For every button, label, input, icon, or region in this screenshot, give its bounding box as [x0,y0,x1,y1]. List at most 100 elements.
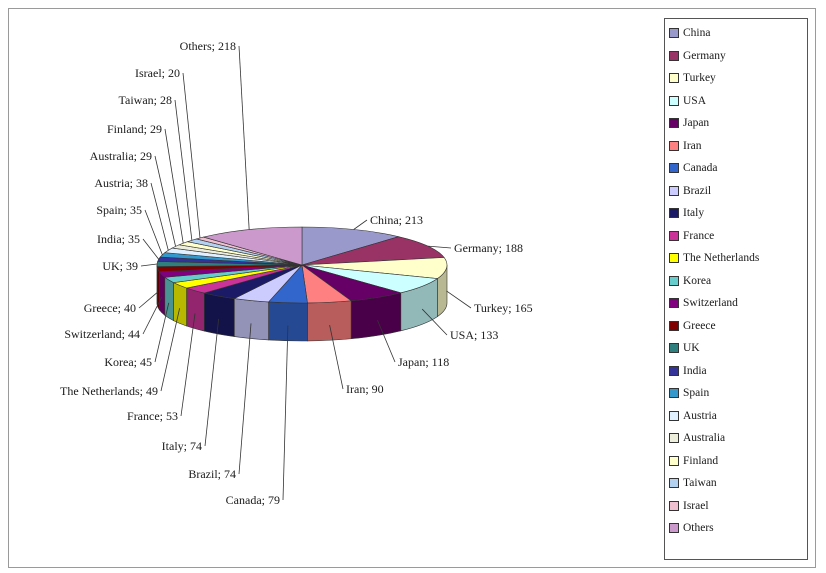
legend-swatch [669,433,679,444]
slice-label: Canada; 79 [226,493,280,507]
legend-label: The Netherlands [683,252,760,265]
slice-label: Switzerland; 44 [64,327,140,341]
legend-swatch [669,343,679,354]
legend-label: Switzerland [683,297,738,310]
slice-label: USA; 133 [450,328,498,342]
slice-label: Iran; 90 [346,382,384,396]
slice-label: Germany; 188 [454,241,523,255]
leader-line [144,209,163,255]
pie-slice-others [202,226,303,266]
legend-swatch [669,410,679,421]
legend-swatch [669,73,679,84]
leader-line [282,325,289,501]
slice-label: Others; 218 [180,39,236,53]
legend-swatch [669,50,679,61]
leader-line [204,318,220,447]
slice-label: Korea; 45 [104,355,152,369]
chart-legend: China Germany Turkey USA Japan Iran Canada Braz… [664,18,808,560]
leader-line [353,219,368,230]
legend-item: Japan [669,112,807,135]
pie-side-walls [156,264,448,342]
legend-label: Brazil [683,184,712,197]
legend-label: India [683,364,707,377]
legend-label: Spain [683,387,710,400]
legend-item: Turkey [669,67,807,90]
legend-label: Finland [683,454,719,467]
legend-item: Switzerland [669,292,807,315]
legend-label: Israel [683,499,709,512]
slice-label: Austria; 38 [94,176,148,190]
legend-item: Germany [669,45,807,68]
leader-line [160,308,181,392]
legend-label: Italy [683,207,705,220]
leader-line [238,45,250,230]
slice-label: UK; 39 [102,259,138,273]
legend-label: UK [683,342,700,355]
legend-swatch [669,478,679,489]
leader-line [164,128,184,244]
pie-side-brazil [233,298,269,341]
legend-swatch [669,500,679,511]
pie-side-france [186,287,205,332]
legend-item: Taiwan [669,472,807,495]
slice-label: China; 213 [370,213,423,227]
legend-swatch [669,455,679,466]
legend-item: Israel [669,495,807,518]
pie-slice-turkey [301,257,448,279]
legend-item: UK [669,337,807,360]
pie-side-italy [204,292,235,337]
leader-line [138,291,159,309]
legend-swatch [669,365,679,376]
legend-label: Others [683,522,714,535]
legend-item: India [669,360,807,383]
legend-item: Others [669,517,807,540]
leader-line [421,308,448,336]
legend-item: Canada [669,157,807,180]
legend-label: Germany [683,49,726,62]
legend-label: Taiwan [683,477,717,490]
legend-item: Finland [669,450,807,473]
slice-label: Israel; 20 [135,66,180,80]
pie-side-iran [307,300,352,342]
legend-item: Greece [669,315,807,338]
leader-line [238,323,252,475]
legend-item: Italy [669,202,807,225]
legend-label: France [683,229,715,242]
legend-label: Iran [683,139,702,152]
leader-line [180,313,196,417]
pie-side-switzerland [158,270,166,316]
legend-item: Spain [669,382,807,405]
leader-line [142,297,162,335]
legend-swatch [669,185,679,196]
legend-item: Austria [669,405,807,428]
legend-swatch [669,208,679,219]
legend-label: China [683,27,711,40]
leader-line [174,99,193,241]
legend-label: Canada [683,162,718,175]
legend-label: Japan [683,117,710,130]
slice-label: Italy; 74 [162,439,202,453]
leader-line [377,320,396,363]
legend-item: USA [669,90,807,113]
slice-label: The Netherlands; 49 [60,384,158,398]
legend-swatch [669,140,679,151]
legend-swatch [669,275,679,286]
legend-item: Australia [669,427,807,450]
leader-line [142,238,159,260]
legend-label: Australia [683,432,726,445]
legend-swatch [669,523,679,534]
legend-swatch [669,298,679,309]
legend-label: Turkey [683,72,716,85]
leader-line [154,155,176,247]
leader-line [154,302,170,363]
slice-label: France; 53 [127,409,178,423]
legend-label: Austria [683,409,717,422]
leader-line [182,72,201,239]
legend-label: Korea [683,274,712,287]
legend-swatch [669,253,679,264]
legend-swatch [669,95,679,106]
pie-top [156,226,448,304]
leader-line [140,263,158,267]
legend-item: The Netherlands [669,247,807,270]
